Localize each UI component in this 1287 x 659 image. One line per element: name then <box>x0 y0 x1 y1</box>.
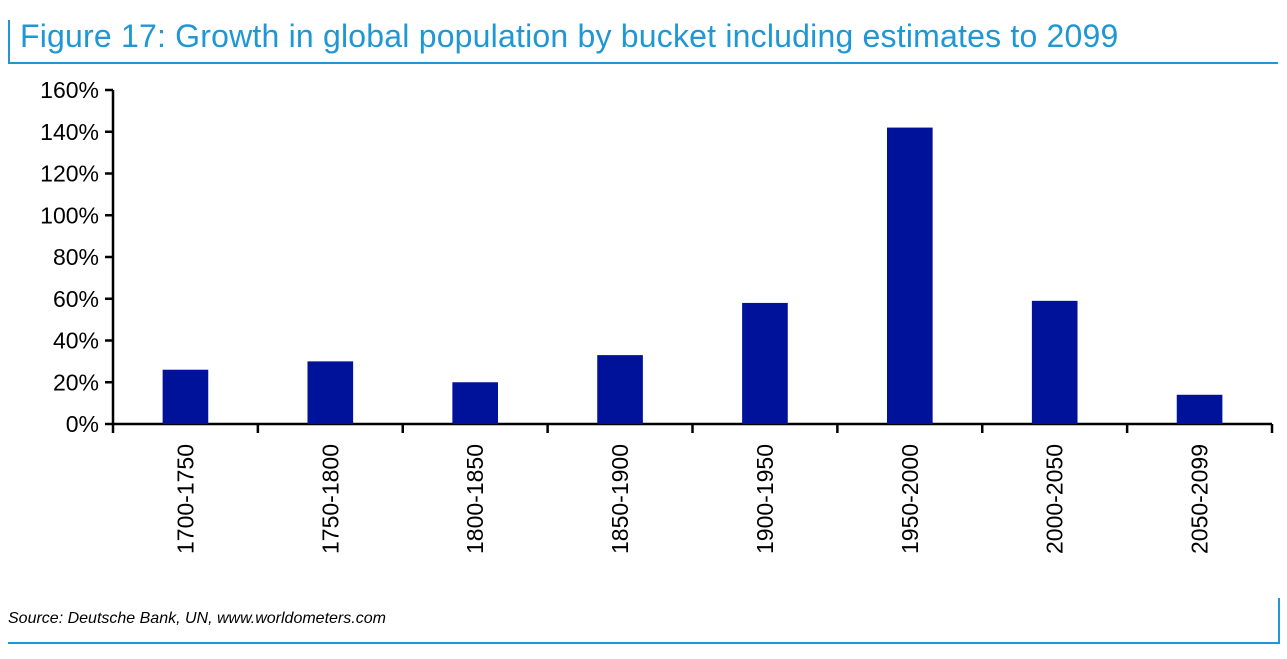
x-tick-label: 2000-2050 <box>1042 444 1068 554</box>
bar-1850-1900 <box>597 355 643 424</box>
chart-title: Figure 17: Growth in global population b… <box>20 18 1119 54</box>
title-frame <box>8 20 1278 64</box>
y-tick-label: 40% <box>53 328 99 354</box>
bar-1800-1850 <box>452 382 499 424</box>
bar-2050-2099 <box>1176 394 1223 424</box>
x-tick-label: 1950-2000 <box>897 444 923 554</box>
x-tick-label: 1700-1750 <box>172 444 198 554</box>
source-frame <box>8 598 1280 644</box>
bar-1750-1800 <box>307 361 354 424</box>
y-tick-label: 100% <box>40 202 99 228</box>
y-tick-label: 20% <box>53 369 99 395</box>
y-tick-label: 140% <box>40 119 99 145</box>
y-axis: 0% 20% 40% 60% 80% 100% 120% 140% 160% <box>40 77 115 437</box>
x-tick-label: 2050-2099 <box>1187 444 1213 554</box>
bars <box>162 127 1223 424</box>
y-tick-label: 120% <box>40 161 99 187</box>
bar-1700-1750 <box>162 369 209 424</box>
y-tick-label: 0% <box>66 411 99 437</box>
source-note: Source: Deutsche Bank, UN, www.worldomet… <box>8 610 386 627</box>
bar-2000-2050 <box>1031 300 1078 424</box>
x-tick-label: 1750-1800 <box>317 444 343 554</box>
x-tick-label: 1800-1850 <box>462 444 488 554</box>
x-tick-label: 1900-1950 <box>752 444 778 554</box>
bar-1900-1950 <box>742 302 788 424</box>
x-axis: 1700-1750 1750-1800 1800-1850 1850-1900 1900… <box>111 422 1274 554</box>
y-tick-label: 80% <box>53 244 99 270</box>
y-tick-label: 60% <box>53 286 99 312</box>
y-tick-label: 160% <box>40 77 99 103</box>
bar-1950-2000 <box>886 127 933 424</box>
x-tick-label: 1850-1900 <box>607 444 633 554</box>
